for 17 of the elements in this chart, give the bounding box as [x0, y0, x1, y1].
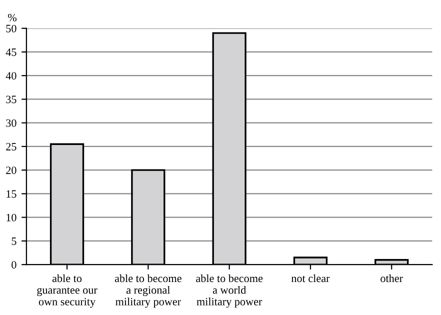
y-tick-label: 0 — [12, 261, 16, 269]
y-tick-label: 35 — [6, 96, 16, 104]
y-tick-label: 15 — [6, 190, 16, 198]
y-tick-label: 30 — [6, 119, 16, 127]
y-tick-label: 5 — [12, 238, 16, 245]
y-tick-label: 45 — [6, 48, 16, 56]
x-tick-label: able to become a world military power — [196, 274, 263, 308]
x-tick-label: able to guarantee our own security — [37, 274, 98, 308]
y-tick-label: 25 — [6, 142, 16, 150]
x-tick-label: able to become a regional military power — [114, 274, 182, 308]
x-tick-label: not clear — [291, 274, 330, 282]
y-tick-label: 20 — [6, 166, 16, 174]
x-tick-label: other — [380, 274, 403, 282]
y-tick-label: 50 — [6, 24, 16, 32]
y-tick-label: 40 — [6, 72, 16, 80]
y-tick-label: 10 — [6, 214, 16, 222]
y-axis-title: % — [8, 14, 17, 22]
